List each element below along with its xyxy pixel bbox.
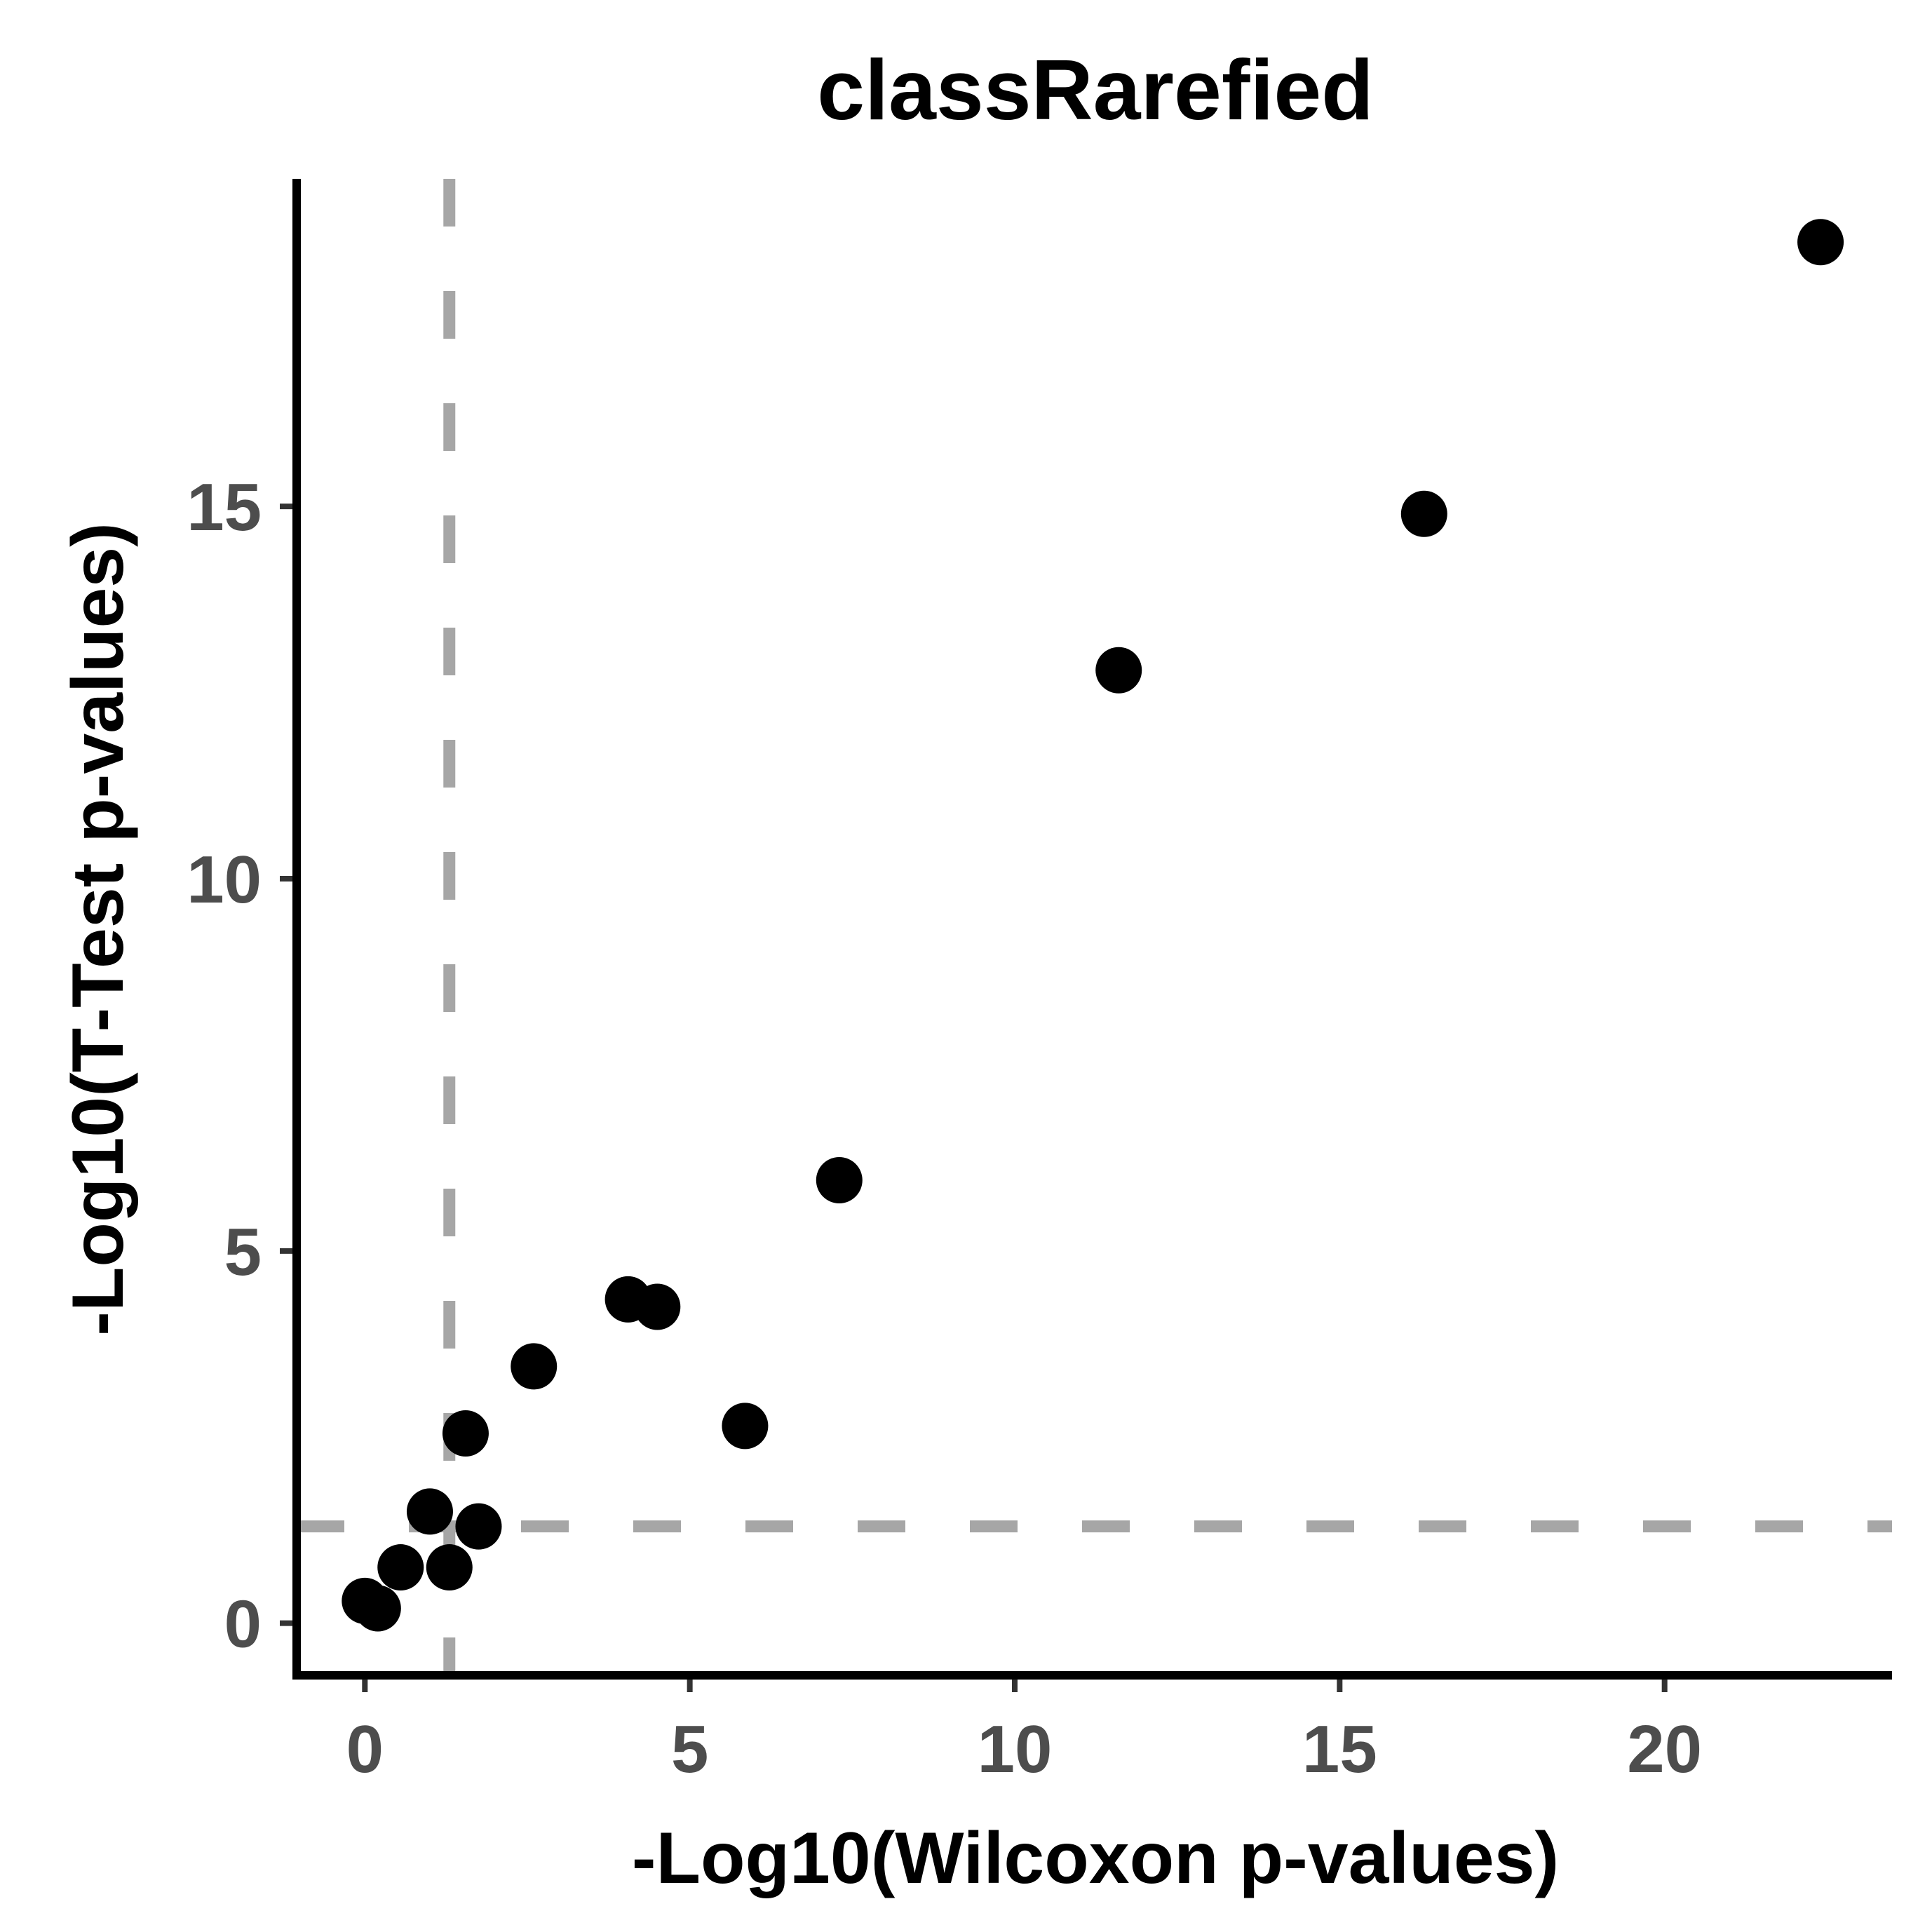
y-axis-ticks: 0 5 10 15 (187, 470, 292, 1662)
x-tick-label: 5 (671, 1712, 708, 1787)
x-axis-ticks: 0 5 10 15 20 (346, 1680, 1702, 1787)
data-point (426, 1544, 473, 1591)
x-tick-label: 20 (1627, 1712, 1702, 1787)
x-tick-label: 10 (978, 1712, 1053, 1787)
data-point (634, 1283, 681, 1330)
data-point (406, 1488, 453, 1535)
data-point (511, 1343, 558, 1390)
y-axis-label: -Log10(T-Test p-values) (58, 522, 139, 1336)
y-tick-label: 15 (187, 470, 262, 545)
x-tick-label: 0 (346, 1712, 384, 1787)
y-tick-label: 5 (224, 1215, 262, 1290)
data-point (1797, 219, 1844, 266)
data-points (342, 219, 1844, 1632)
data-point (816, 1156, 863, 1203)
x-axis-label: -Log10(Wilcoxon p-values) (632, 1818, 1559, 1899)
data-point (354, 1585, 401, 1632)
data-point (722, 1403, 769, 1450)
data-point (442, 1410, 489, 1457)
data-point (455, 1503, 502, 1550)
chart-title: classRarefied (817, 42, 1373, 137)
reference-lines (297, 179, 1892, 1675)
data-point (377, 1544, 424, 1591)
y-tick-label: 10 (187, 842, 262, 917)
axes (292, 179, 1892, 1680)
y-tick-label: 0 (224, 1587, 262, 1662)
data-point (1400, 490, 1447, 537)
x-tick-label: 15 (1302, 1712, 1377, 1787)
data-point (1095, 647, 1142, 694)
